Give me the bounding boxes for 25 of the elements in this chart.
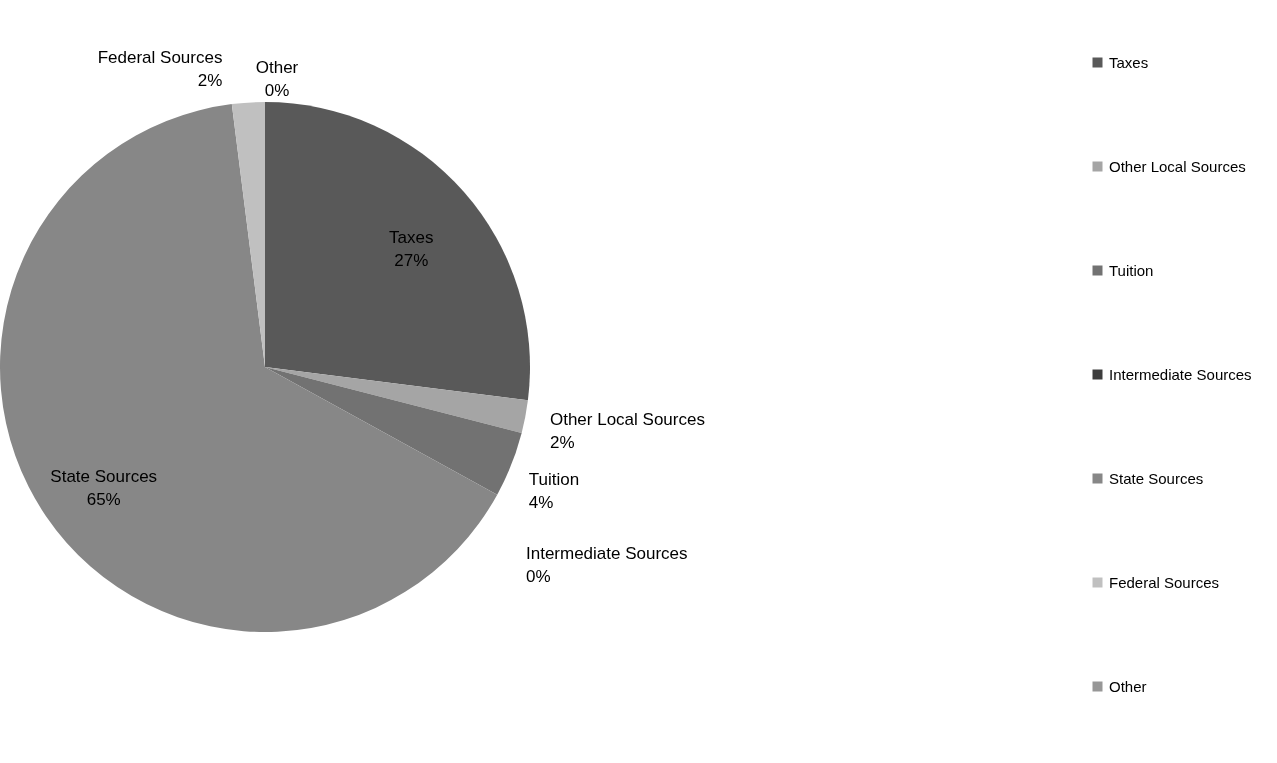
legend-label: Other Local Sources [1109,157,1246,175]
data-label: 2% [197,70,223,90]
legend-label: Tuition [1109,261,1154,279]
slice-label: Federal Sources [97,47,223,67]
slice-label: Taxes [389,228,434,248]
slice-label: State Sources [50,466,158,486]
data-label: 27% [394,251,429,271]
data-label: 2% [549,433,575,453]
pie-slice [265,367,528,433]
pie-slice [265,102,530,401]
pie-slice [265,367,522,495]
legend-label: Intermediate Sources [1109,365,1252,383]
pie-slice [0,104,498,632]
text: 0% [264,81,290,100]
data-label: 4% [528,493,554,513]
data-label: 65% [86,489,121,509]
legend-label: Federal Sources [1109,573,1220,591]
legend-label: State Sources [1109,469,1204,487]
legend-label: Taxes [1109,53,1149,71]
legend-label: Other [1109,677,1147,695]
slice-label: Other Local Sources [549,410,705,430]
category-label: Intermediate Sources [525,544,688,564]
slice-label: Tuition [528,470,580,490]
category-label: Other [255,58,299,77]
text: 0% [525,567,551,587]
